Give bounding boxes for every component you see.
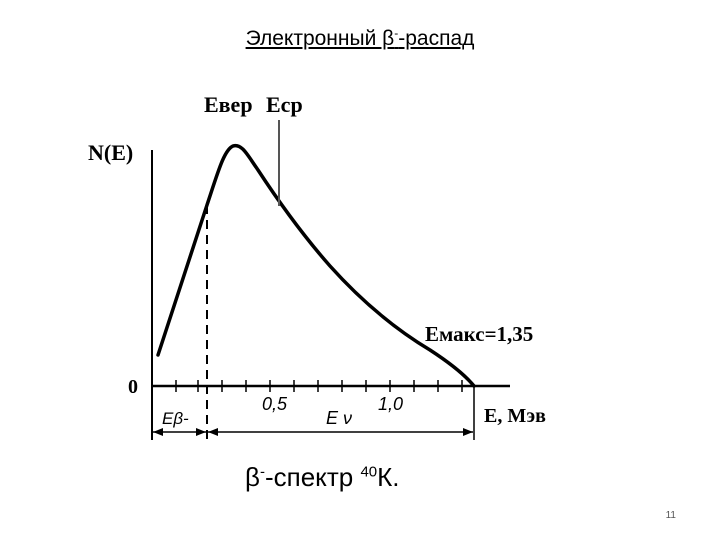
page-number: 11 xyxy=(666,510,676,521)
x-axis-label: E, Мэв xyxy=(484,405,546,427)
y-axis-label: N(E) xyxy=(88,140,133,165)
tick-label-0-5: 0,5 xyxy=(262,394,288,414)
e-ver-label: Eвер xyxy=(204,92,253,117)
tick-label-1-0: 1,0 xyxy=(378,394,403,414)
e-beta-label: Eβ- xyxy=(162,409,189,428)
e-nu-label: E ν xyxy=(326,408,352,428)
e-beta-range-arrow xyxy=(153,428,206,436)
spectrum-curve xyxy=(158,146,474,386)
e-sr-label: Eср xyxy=(266,92,303,117)
e-max-label: Eмакс=1,35 xyxy=(425,322,533,346)
slide-caption: β--спектр 40К. xyxy=(245,462,400,493)
e-nu-range-arrow xyxy=(208,428,473,436)
origin-label: 0 xyxy=(128,376,138,398)
